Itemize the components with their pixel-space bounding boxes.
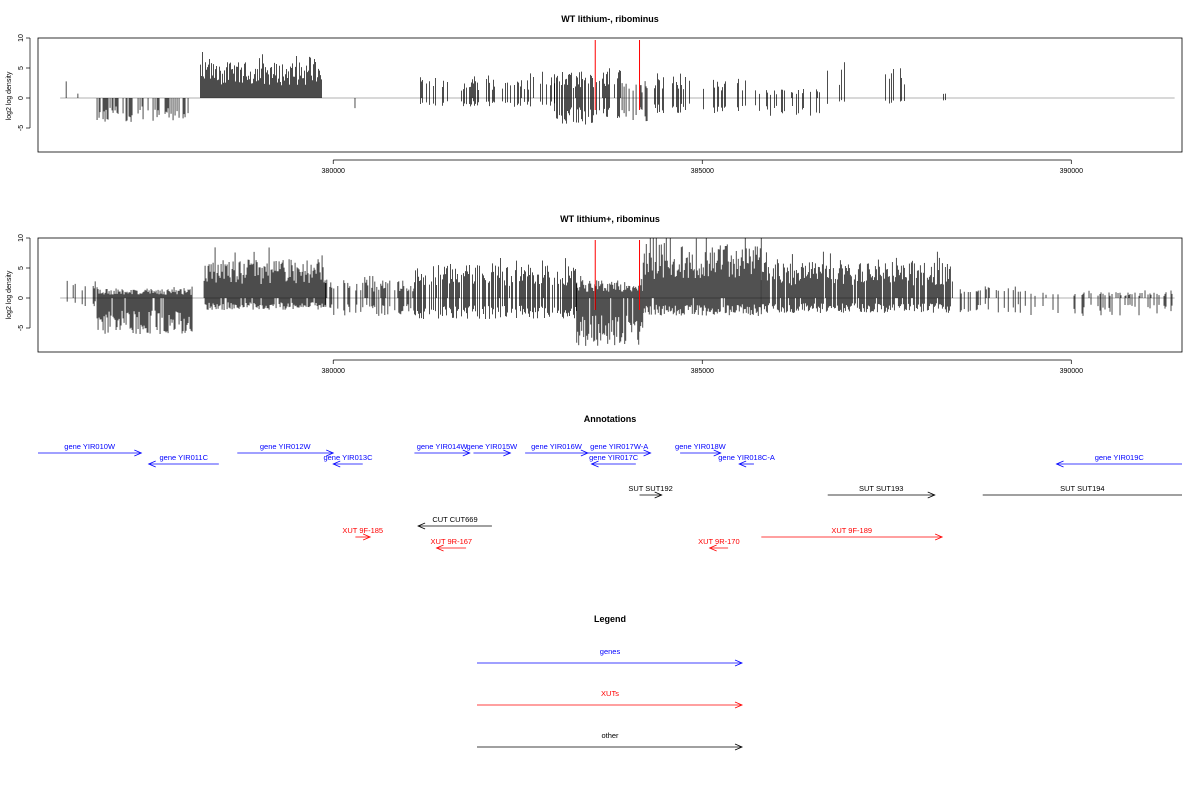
feature-arrowhead — [934, 533, 944, 541]
feature-label: CUT CUT669 — [432, 515, 477, 524]
legend-title: Legend — [594, 614, 626, 624]
y-tick-label: -5 — [18, 125, 25, 131]
feature-arrowhead — [713, 449, 722, 457]
feature-label: gene YIR017W-A — [590, 442, 648, 451]
feature-label: SUT SUT194 — [1060, 484, 1104, 493]
feature-label: gene YIR018C-A — [718, 453, 775, 462]
coverage-bars — [60, 238, 1175, 346]
feature-arrowhead — [503, 449, 512, 457]
annotations-title: Annotations — [584, 414, 637, 424]
feature-label: XUT 9R-167 — [431, 537, 473, 546]
feature-arrowhead — [134, 449, 143, 457]
plot-frame — [37, 37, 1183, 153]
feature-arrowhead — [435, 544, 444, 552]
legend-items: genes XUTs other — [477, 647, 744, 751]
feature-label: SUT SUT192 — [628, 484, 672, 493]
feature-label: gene YIR016W — [531, 442, 583, 451]
track-panel-lithium-plus: WT lithium+, ribominus log2 log density … — [6, 214, 1183, 375]
plot-frame — [37, 237, 1183, 353]
annotation-features: gene YIR010W gene YIR011C gene YIR012W gene… — [38, 442, 1182, 552]
panel-title: WT lithium+, ribominus — [560, 214, 660, 224]
y-tick-label: 0 — [18, 96, 25, 100]
x-tick-label: 380000 — [322, 168, 345, 175]
x-tick-label: 380000 — [322, 368, 345, 375]
feature-label: gene YIR010W — [64, 442, 116, 451]
feature-arrowhead — [708, 544, 717, 552]
feature-arrowhead — [147, 460, 156, 468]
legend-arrowhead — [734, 743, 744, 751]
y-tick-label: 10 — [18, 34, 25, 42]
y-tick-label: 10 — [18, 234, 25, 242]
feature-label: gene YIR018W — [675, 442, 727, 451]
y-axis: -5 0 5 10 — [18, 34, 31, 131]
panel-title: WT lithium-, ribominus — [561, 14, 659, 24]
feature-label: gene YIR014W — [417, 442, 469, 451]
feature-label: gene YIR011C — [160, 453, 209, 462]
feature-label: gene YIR015W — [467, 442, 519, 451]
y-axis: -5 0 5 10 — [18, 234, 31, 331]
x-axis: 380000 385000 390000 — [322, 159, 1083, 175]
y-tick-label: 5 — [18, 266, 25, 270]
legend-arrowhead — [734, 659, 744, 667]
feature-arrowhead — [417, 522, 426, 530]
feature-arrowhead — [362, 533, 372, 541]
feature-arrowhead — [332, 460, 341, 468]
track-panel-lithium-minus: WT lithium-, ribominus log2 log density … — [6, 14, 1183, 175]
legend-arrowhead — [734, 701, 744, 709]
legend-label: genes — [600, 647, 621, 656]
x-tick-label: 385000 — [691, 368, 714, 375]
feature-arrowhead — [326, 449, 335, 457]
feature-arrowhead — [654, 491, 663, 499]
legend: Legend genes XUTs other — [477, 614, 744, 751]
feature-arrowhead — [590, 460, 599, 468]
feature-label: XUT 9F-189 — [831, 526, 872, 535]
feature-label: XUT 9R-170 — [698, 537, 740, 546]
feature-label: gene YIR019C — [1095, 453, 1145, 462]
x-tick-label: 390000 — [1060, 368, 1083, 375]
feature-arrowhead — [580, 449, 589, 457]
feature-arrowhead — [643, 449, 652, 457]
y-axis-label: log2 log density — [6, 71, 13, 120]
y-tick-label: 0 — [18, 296, 25, 300]
y-tick-label: 5 — [18, 66, 25, 70]
feature-arrowhead — [1055, 460, 1064, 468]
y-axis-label: log2 log density — [6, 270, 13, 319]
x-axis: 380000 385000 390000 — [322, 359, 1083, 375]
feature-label: XUT 9F-185 — [342, 526, 383, 535]
legend-label: other — [601, 731, 619, 740]
feature-label: gene YIR013C — [323, 453, 373, 462]
feature-arrowhead — [738, 460, 747, 468]
feature-label: gene YIR012W — [260, 442, 312, 451]
coverage-bars — [60, 40, 1175, 125]
legend-label: XUTs — [601, 689, 619, 698]
feature-arrowhead — [462, 449, 471, 457]
feature-label: SUT SUT193 — [859, 484, 903, 493]
feature-label: gene YIR017C — [589, 453, 639, 462]
y-tick-label: -5 — [18, 325, 25, 331]
feature-arrowhead — [927, 491, 936, 499]
x-tick-label: 385000 — [691, 168, 714, 175]
x-tick-label: 390000 — [1060, 168, 1083, 175]
